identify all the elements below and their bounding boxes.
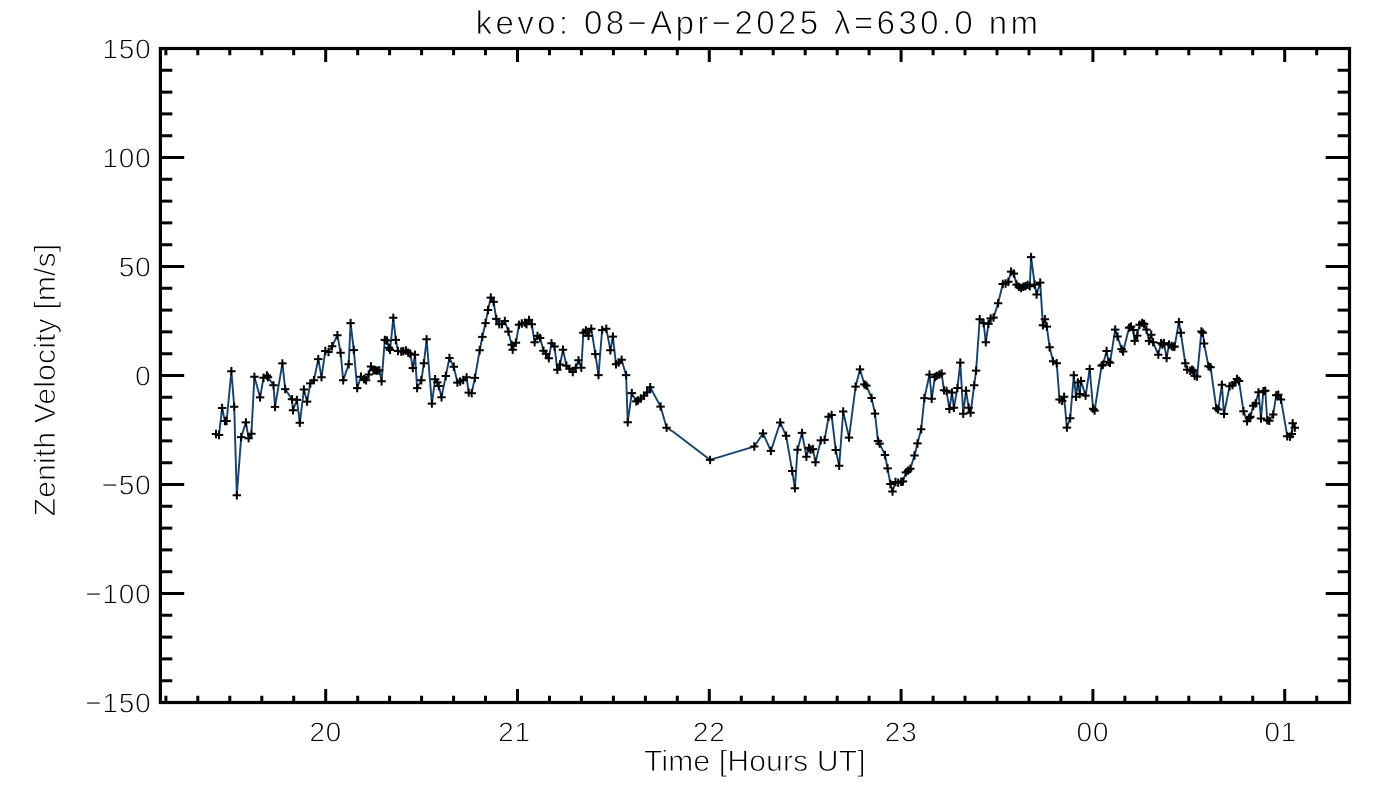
svg-text:21: 21 <box>498 717 531 748</box>
svg-text:00: 00 <box>1077 717 1110 748</box>
svg-text:01: 01 <box>1264 717 1297 748</box>
svg-text:kevo: 08−Apr−2025 λ=630.0 nm: kevo: 08−Apr−2025 λ=630.0 nm <box>476 4 1042 41</box>
svg-text:0: 0 <box>135 361 151 392</box>
svg-text:150: 150 <box>102 34 151 65</box>
svg-text:23: 23 <box>885 717 918 748</box>
svg-text:−100: −100 <box>85 579 151 610</box>
svg-text:20: 20 <box>309 717 342 748</box>
svg-text:Zenith Velocity [m/s]: Zenith Velocity [m/s] <box>29 244 62 517</box>
svg-text:−150: −150 <box>85 688 151 719</box>
svg-text:22: 22 <box>693 717 726 748</box>
svg-text:−50: −50 <box>102 470 152 501</box>
svg-text:100: 100 <box>102 143 151 174</box>
svg-text:50: 50 <box>119 252 152 283</box>
svg-text:Time [Hours UT]: Time [Hours UT] <box>644 745 866 778</box>
